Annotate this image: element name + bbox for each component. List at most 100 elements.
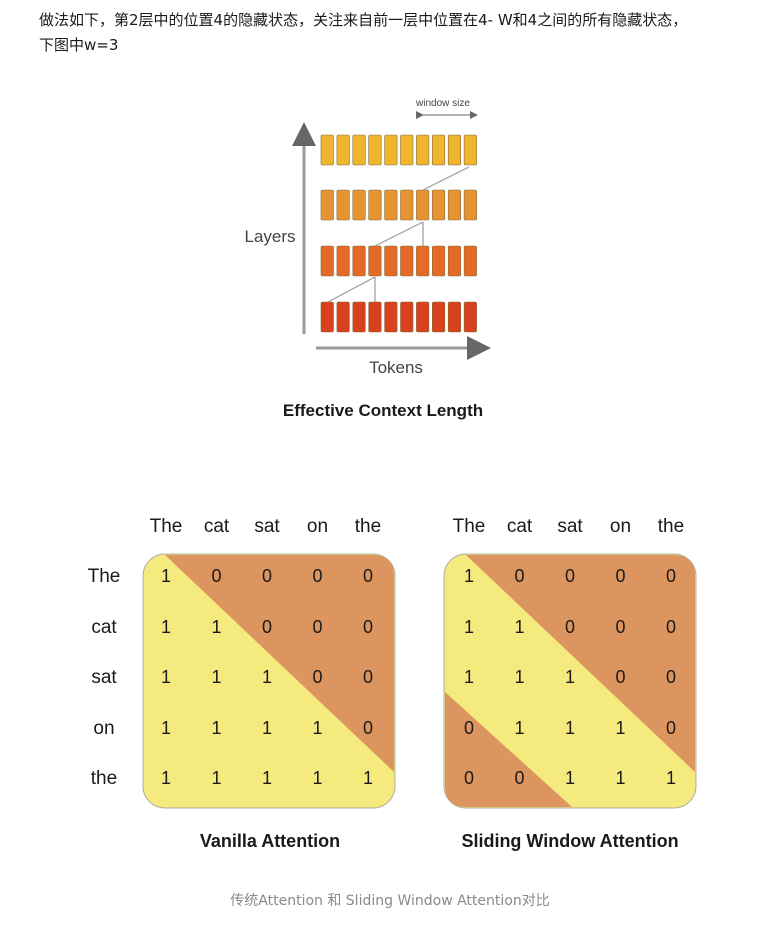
connection-line [327, 276, 376, 303]
token-cell [352, 189, 366, 221]
token-cell [463, 189, 477, 221]
matrix-cell-value: 1 [312, 768, 322, 788]
matrix-cell-value: 1 [464, 617, 474, 637]
matrix-cell-value: 1 [615, 768, 625, 788]
column-token-label: the [658, 516, 684, 537]
token-cell [368, 245, 382, 277]
matrix-cell-value: 1 [565, 768, 575, 788]
matrix-cell-value: 0 [312, 566, 322, 586]
matrix-cell-value: 0 [211, 566, 221, 586]
matrix-cell-value: 0 [514, 768, 524, 788]
matrix-cell-value: 0 [615, 667, 625, 687]
token-cell [463, 245, 477, 277]
matrix-cell-value: 0 [666, 667, 676, 687]
matrix-cell-value: 0 [666, 718, 676, 738]
intro-paragraph: 做法如下，第2层中的位置4的隐藏状态，关注来自前一层中位置在4- W和4之间的所… [39, 8, 739, 58]
row-token-label: sat [91, 667, 117, 688]
column-token-label: cat [204, 516, 230, 537]
matrix-cell-value: 1 [211, 667, 221, 687]
effective-context-title: Effective Context Length [283, 401, 483, 420]
matrix-cell-value: 1 [161, 768, 171, 788]
intro-line-1: 做法如下，第2层中的位置4的隐藏状态，关注来自前一层中位置在4- W和4之间的所… [39, 11, 688, 29]
row-token-label: on [93, 718, 114, 739]
matrix-cell-value: 0 [262, 566, 272, 586]
window-size-label: window size [415, 98, 470, 109]
matrix-cell-value: 0 [615, 566, 625, 586]
matrix-cell-value: 0 [312, 667, 322, 687]
masked-region [165, 555, 394, 772]
token-cell [384, 134, 398, 166]
matrix-cell-value: 1 [262, 768, 272, 788]
token-cell [400, 134, 414, 166]
token-cell [336, 245, 350, 277]
matrix-cell-value: 0 [363, 617, 373, 637]
matrix-cells: The cat sat on the 1 0 0 0 0 1 1 0 0 0 1 1 1 0 0 0 1 1 1 0 0 0 1 1 1 [453, 516, 685, 788]
token-cell [368, 189, 382, 221]
matrix-cell-value: 1 [514, 617, 524, 637]
matrix-cell-value: 1 [161, 566, 171, 586]
matrix-cell-value: 1 [211, 617, 221, 637]
attention-figure: window size Layers Tokens Effective Cont… [88, 98, 697, 851]
row-token-label: the [91, 768, 117, 789]
matrix-cell-value: 1 [363, 768, 373, 788]
column-token-label: sat [557, 516, 583, 537]
token-cell [320, 245, 334, 277]
column-token-label: on [610, 516, 631, 537]
matrix-cell-value: 0 [262, 617, 272, 637]
matrix-cell-value: 0 [666, 617, 676, 637]
token-cell [431, 301, 446, 333]
token-cell [384, 189, 398, 221]
matrix-cell-value: 0 [363, 566, 373, 586]
matrix-cell-value: 0 [565, 617, 575, 637]
matrix-cell-value: 1 [514, 718, 524, 738]
token-cell [320, 189, 334, 221]
matrix-cell-value: 0 [615, 617, 625, 637]
token-cell [336, 301, 350, 333]
token-cell [431, 189, 446, 221]
token-cell [368, 134, 382, 166]
effective-context-diagram: window size Layers Tokens Effective Cont… [244, 98, 491, 420]
token-cell [416, 189, 430, 221]
matrix-cell-value: 1 [615, 718, 625, 738]
matrix-cell-value: 0 [666, 566, 676, 586]
matrix-cell-value: 1 [262, 667, 272, 687]
token-cell [400, 301, 414, 333]
masked-region-lower [445, 692, 572, 807]
matrix-cell-value: 1 [161, 617, 171, 637]
matrix-cell-value: 1 [161, 667, 171, 687]
token-cell [431, 134, 446, 166]
matrix-cell-value: 0 [363, 667, 373, 687]
row-token-label: cat [91, 617, 117, 638]
token-cell [352, 134, 366, 166]
token-cell [447, 134, 462, 166]
matrix-cell-value: 0 [565, 566, 575, 586]
token-cell [416, 301, 430, 333]
matrix-cell-value: 1 [161, 718, 171, 738]
token-cell [416, 134, 430, 166]
matrix-cell-value: 0 [464, 768, 474, 788]
matrix-cell-value: 1 [211, 718, 221, 738]
masked-region-upper [466, 555, 695, 772]
matrix-cell-value: 1 [666, 768, 676, 788]
token-cell [352, 245, 366, 277]
token-cell [416, 245, 430, 277]
vanilla-attention-title: Vanilla Attention [200, 831, 340, 851]
token-cell [400, 189, 414, 221]
sliding-window-attention-title: Sliding Window Attention [461, 831, 678, 851]
column-token-label: on [307, 516, 328, 537]
matrix-cell-value: 0 [363, 718, 373, 738]
connection-line [374, 221, 424, 247]
matrix-cell-value: 1 [312, 718, 322, 738]
token-cell [447, 245, 462, 277]
token-cell [368, 301, 382, 333]
token-cell [431, 245, 446, 277]
matrix-cell-value: 1 [565, 718, 575, 738]
column-token-label: The [150, 516, 183, 537]
tokens-axis-label: Tokens [369, 358, 423, 377]
matrix-cell-value: 0 [312, 617, 322, 637]
row-token-label: The [88, 566, 121, 587]
token-cell [384, 301, 398, 333]
token-cell [320, 301, 334, 333]
